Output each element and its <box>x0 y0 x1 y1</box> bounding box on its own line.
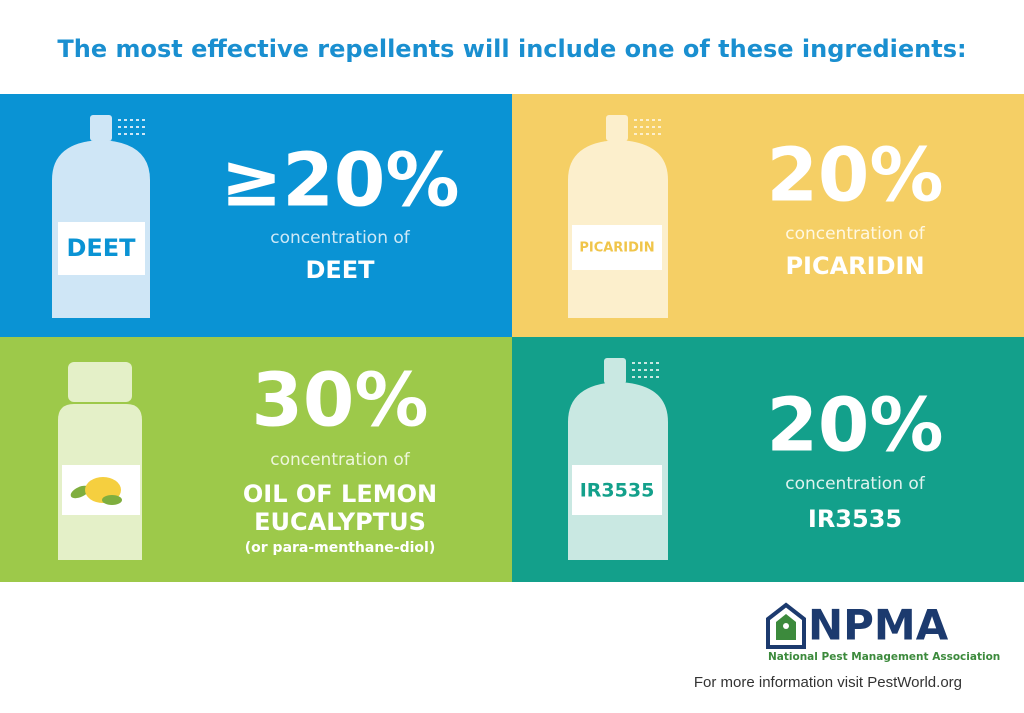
concentration: concentration of <box>785 474 926 494</box>
concentration: concentration of <box>270 228 411 248</box>
organization: National Pest Management Association <box>768 651 1000 663</box>
amount: 30% <box>251 358 428 444</box>
bottle-label: DEET <box>66 234 136 262</box>
ingredient: PICARIDIN <box>785 252 924 280</box>
ingredient-line: OIL OF LEMON <box>243 480 437 508</box>
more-info: For more information visit PestWorld.org <box>694 674 962 691</box>
ingredient-line: EUCALYPTUS <box>254 508 426 536</box>
logo-text: NPMA <box>808 601 949 650</box>
amount: ≥20% <box>220 138 459 224</box>
amount: 20% <box>766 383 943 469</box>
concentration: concentration of <box>270 450 411 470</box>
spray-bottle <box>568 115 668 318</box>
ingredient: IR3535 <box>808 505 902 533</box>
spray-bottle <box>568 358 668 560</box>
spray-bottle <box>52 115 150 318</box>
title: The most effective repellents will inclu… <box>57 35 966 63</box>
oil-jar <box>58 362 142 560</box>
ingredient: DEET <box>305 256 375 284</box>
bottle-label: IR3535 <box>580 480 655 502</box>
amount: 20% <box>766 133 943 219</box>
concentration: concentration of <box>785 224 926 244</box>
bottle-label: PICARIDIN <box>579 241 654 256</box>
note: (or para-menthane-diol) <box>245 540 436 556</box>
logo-icon <box>766 602 806 649</box>
